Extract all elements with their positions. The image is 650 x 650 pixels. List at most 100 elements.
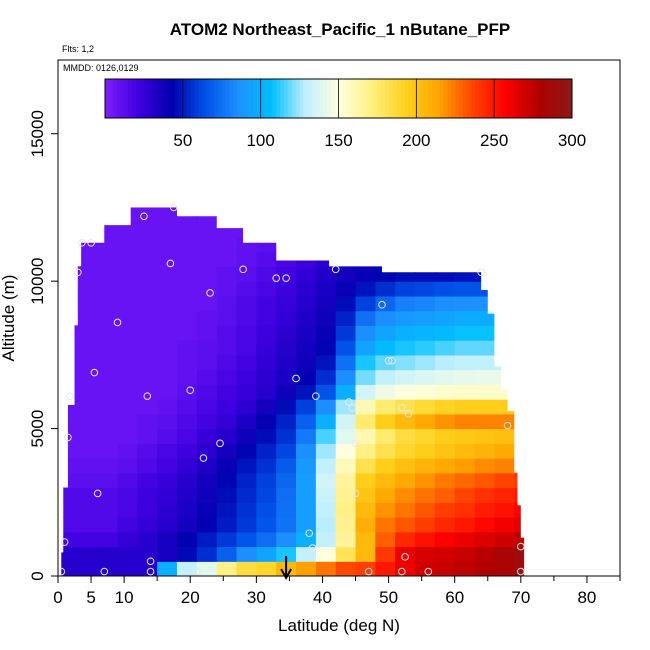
- colorbar-segment: [268, 79, 273, 118]
- heatmap-cell: [157, 443, 178, 459]
- heatmap-cell: [157, 369, 178, 385]
- sample-marker: [206, 289, 214, 297]
- heatmap-cell: [157, 458, 178, 474]
- sample-marker: [378, 300, 386, 309]
- colorbar-segment: [416, 79, 421, 118]
- heatmap-cell: [375, 413, 396, 430]
- heatmap-cell: [315, 251, 337, 267]
- sample-marker: [401, 553, 409, 561]
- heatmap-cell: [494, 325, 515, 341]
- heatmap-cell: [434, 236, 456, 253]
- heatmap-cell: [117, 458, 138, 474]
- heatmap-cell: [97, 281, 119, 297]
- colorbar-segment: [171, 79, 176, 118]
- heatmap-cell: [236, 546, 257, 562]
- heatmap-cell: [61, 561, 79, 576]
- heatmap-cell: [97, 458, 119, 474]
- heatmap-cell: [77, 517, 99, 533]
- heatmap-cell: [177, 310, 198, 326]
- heatmap-cell: [117, 399, 138, 415]
- heatmap-cell: [434, 222, 456, 238]
- heatmap-cell: [236, 266, 257, 282]
- sample-marker: [398, 567, 406, 576]
- heatmap-cell: [196, 413, 218, 430]
- heatmap-cell: [61, 546, 79, 562]
- heatmap-cell: [177, 413, 198, 430]
- heatmap-cell: [355, 369, 376, 385]
- heatmap-cell: [216, 236, 238, 253]
- heatmap-cell: [474, 428, 495, 444]
- heatmap-cell: [77, 561, 99, 576]
- heatmap-cell: [236, 413, 257, 430]
- heatmap-cell: [196, 354, 218, 371]
- colorbar: 50 100 150 200 250 300: [104, 78, 586, 150]
- colorbar-segment: [155, 79, 160, 118]
- arrow-head: [280, 568, 292, 581]
- colorbar-tick-label: 200: [402, 131, 430, 150]
- heatmap-cell: [256, 325, 277, 341]
- heatmap-cell: [315, 295, 337, 312]
- heatmap-cell: [137, 472, 158, 489]
- heatmap-cell: [315, 354, 337, 371]
- heatmap-cell: [196, 458, 218, 474]
- heatmap-cell: [434, 310, 456, 326]
- heatmap-cell: [395, 472, 416, 489]
- heatmap-cell: [315, 266, 337, 282]
- heatmap-cell: [375, 561, 396, 576]
- colorbar-segment: [466, 79, 472, 118]
- heatmap-cell: [494, 531, 515, 548]
- heatmap-cell: [335, 458, 357, 474]
- heatmap-cell: [296, 472, 317, 489]
- heatmap-cell: [375, 369, 396, 385]
- heatmap-cell: [157, 561, 178, 576]
- colorbar-segment: [568, 79, 573, 118]
- heatmap-cell: [434, 295, 456, 312]
- heatmap-cell: [474, 443, 495, 459]
- heatmap-cell: [117, 354, 138, 371]
- heatmap-cell: [61, 384, 79, 400]
- heatmap-cell: [494, 487, 515, 503]
- heatmap-cell: [196, 222, 218, 238]
- colorbar-segment: [143, 79, 149, 118]
- heatmap-cell: [137, 295, 158, 312]
- heatmap-cell: [117, 207, 138, 223]
- heatmap-cell: [514, 310, 525, 326]
- sample-marker: [113, 318, 122, 327]
- heatmap-cell: [434, 207, 456, 223]
- heatmap-cell: [315, 340, 337, 356]
- heatmap-cell: [196, 369, 218, 385]
- heatmap-cell: [196, 546, 218, 562]
- heatmap-cell: [216, 443, 238, 459]
- heatmap-cell: [415, 399, 436, 415]
- heatmap-cell: [97, 531, 119, 548]
- heatmap-cell: [157, 384, 178, 400]
- heatmap-cell: [315, 384, 337, 400]
- heatmap-cell: [177, 251, 198, 267]
- heatmap-cell: [434, 413, 456, 430]
- heatmap-cell: [157, 222, 178, 238]
- heatmap-cell: [335, 281, 357, 297]
- heatmap-cell: [236, 487, 257, 503]
- colorbar-segment: [346, 79, 351, 118]
- heatmap-cell: [335, 517, 357, 533]
- heatmap-cell: [77, 369, 99, 385]
- heatmap-cell: [256, 443, 277, 459]
- colorbar-segment: [404, 79, 410, 118]
- heatmap-cell: [434, 502, 456, 518]
- sample-marker: [351, 439, 360, 448]
- colorbar-segment: [560, 79, 565, 118]
- heatmap-cell: [415, 295, 436, 312]
- colorbar-segment: [521, 79, 526, 118]
- heatmap-cell: [514, 531, 525, 548]
- heatmap-cell: [434, 266, 456, 282]
- heatmap-cell: [157, 546, 178, 562]
- colorbar-segment: [498, 79, 503, 118]
- heatmap-cell: [256, 222, 277, 238]
- heatmap-cell: [415, 517, 436, 533]
- heatmap-cell: [395, 295, 416, 312]
- colorbar-segment: [326, 79, 332, 118]
- heatmap-cell: [315, 325, 337, 341]
- heatmap-cell: [77, 546, 99, 562]
- heatmap-cell: [434, 517, 456, 533]
- colorbar-segment: [260, 79, 266, 118]
